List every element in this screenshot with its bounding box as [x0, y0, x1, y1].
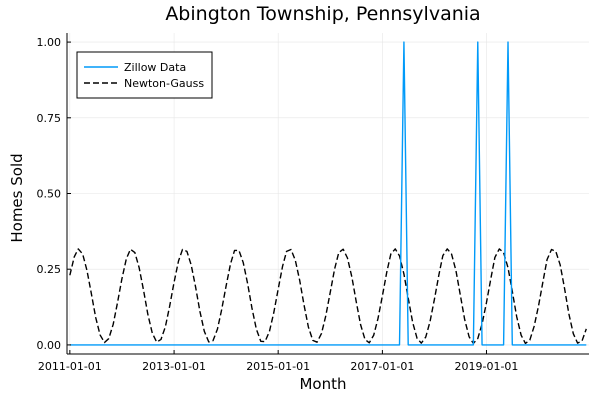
series-line-zillow-data [69, 41, 587, 346]
y-tick-label: 0.25 [37, 263, 62, 276]
series-line-newton-gauss [69, 248, 587, 345]
x-tick-label: 2015-01-01 [246, 360, 310, 373]
x-tick-label: 2011-01-01 [38, 360, 102, 373]
ticks: 2011-01-01 2013-01-01 2015-01-01 2017-01-01… [37, 36, 519, 373]
series-layer [69, 41, 587, 346]
y-tick-label: 0.50 [37, 188, 62, 201]
y-tick-label: 0.00 [37, 339, 62, 352]
x-tick-label: 2017-01-01 [350, 360, 414, 373]
y-axis-title: Homes Sold [8, 153, 26, 242]
legend-box [76, 51, 213, 99]
x-tick-label: 2019-01-01 [455, 360, 519, 373]
y-tick-label: 0.75 [37, 112, 62, 125]
x-axis-title: Month [299, 375, 346, 393]
x-tick-label: 2013-01-01 [142, 360, 206, 373]
legend-label-newton-gauss: Newton-Gauss [124, 77, 204, 90]
legend: Zillow Data Newton-Gauss [76, 51, 213, 99]
legend-label-zillow-data: Zillow Data [124, 61, 186, 74]
chart-title: Abington Township, Pennsylvania [165, 3, 480, 25]
y-tick-label: 1.00 [37, 36, 62, 49]
